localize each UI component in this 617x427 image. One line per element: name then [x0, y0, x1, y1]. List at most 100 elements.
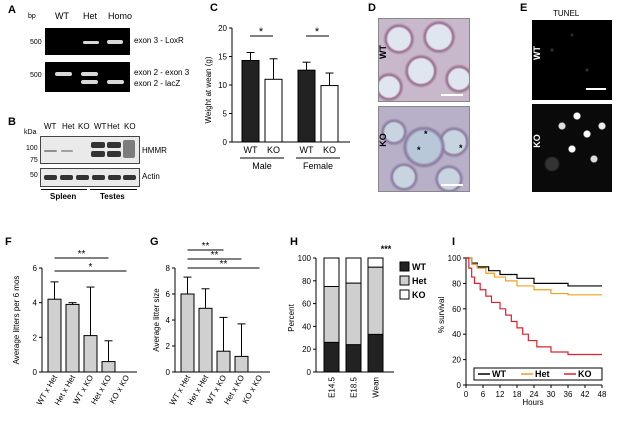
blot-band — [107, 151, 121, 157]
panel-h-ylabel: Percent — [287, 303, 296, 331]
panel-h-bar-segment — [345, 282, 362, 346]
panel-h-bar-segment — [367, 333, 384, 373]
panel-a-label: A — [8, 4, 16, 16]
panel-i-ylabel: % survival — [437, 297, 446, 334]
panel-h-bar-segment — [323, 286, 340, 343]
histology-star: * — [417, 145, 421, 155]
panel-g-bar — [216, 350, 231, 373]
panel-a-band-mid: exon 2 - exon 3 — [134, 68, 190, 77]
gel-band — [83, 41, 99, 44]
western-blot-hmmr — [40, 136, 140, 164]
panel-h-bar-segment — [323, 257, 340, 287]
panel-b-lane: KO — [124, 122, 136, 131]
panel-c-y-tick-label: 15 — [218, 53, 227, 62]
panel-h-y-tick-label: 80 — [302, 277, 311, 286]
panel-h-legend-swatch — [399, 289, 410, 300]
tissue-divider — [41, 189, 87, 190]
panel-i-label: I — [452, 236, 456, 248]
tissue-divider — [90, 189, 137, 190]
blot-band — [107, 142, 121, 148]
panel-a-band-bottom: exon 2 - lacZ — [134, 79, 181, 88]
panel-h-label: H — [290, 236, 298, 248]
panel-a-unit: bp — [28, 13, 36, 20]
panel-i-y-tick-label: 20 — [452, 356, 461, 365]
panel-b-label: B — [8, 116, 16, 128]
panel-i-y-tick-label: 0 — [457, 381, 462, 390]
panel-h-bar-segment — [323, 341, 340, 373]
panel-i-y-tick-label: 60 — [452, 305, 461, 314]
panel-f-sig-star: ** — [78, 249, 86, 260]
panel-h-chart: Percent 0 20 40 60 80 100 E14.5 E18.5 Wean WT He… — [287, 244, 427, 398]
panel-c-bar — [241, 59, 260, 143]
blot-band — [91, 151, 105, 157]
panel-a-marker-bottom: 500 — [30, 72, 42, 79]
panel-c-bar — [297, 69, 316, 143]
panel-i-x-tick-label: 6 — [481, 390, 486, 399]
blot-band — [123, 140, 135, 158]
scale-bar — [441, 184, 463, 186]
panel-b-unit: kDa — [24, 129, 37, 136]
panel-c-bar — [320, 85, 339, 143]
panel-b-lane: WT — [44, 122, 57, 131]
panel-h-bar-segment — [345, 344, 362, 373]
blot-band — [91, 142, 105, 148]
gel-band — [55, 72, 72, 76]
panel-i-chart: % survival Hours 0 20 40 60 80 100 0 6 12 18 24 30 3… — [437, 254, 607, 407]
histology-wt: WT — [378, 18, 470, 102]
panel-h-bar-segment — [367, 257, 384, 268]
blot-band — [108, 175, 121, 180]
blot-band — [44, 175, 57, 180]
panel-c-chart: Weight at wean (g) 0 5 10 15 20 WT KO WT KO Male… — [204, 24, 350, 171]
panel-f-chart: Average litters per 6 mos 0 2 4 6 WT x HetH… — [12, 249, 137, 407]
histology-ko: KO * * * — [378, 106, 470, 192]
tunel-ko-label: KO — [532, 134, 542, 148]
panel-g-sig-star: ** — [220, 259, 228, 270]
panel-g-y-tick-label: 6 — [166, 290, 171, 299]
western-blot-actin — [40, 168, 140, 187]
panel-h-bar-segment — [367, 266, 384, 335]
panel-h-legend: WT Het KO — [399, 261, 427, 300]
panel-f-y-tick-label: 6 — [33, 264, 38, 273]
panel-i-y-tick-label: 100 — [448, 254, 462, 263]
panel-b-marker-75: 75 — [30, 157, 38, 164]
blot-band — [92, 175, 105, 180]
panel-i-legend-box — [473, 367, 603, 381]
panel-c-label: C — [210, 2, 218, 14]
panel-b-marker-100: 100 — [26, 145, 38, 152]
panel-h-significance: *** — [381, 244, 392, 254]
panel-c-bar — [264, 78, 283, 143]
panel-b-lane: WT — [94, 122, 107, 131]
histology-star: * — [424, 129, 428, 139]
panel-i-legend-label: KO — [578, 369, 592, 379]
panel-f-axes: 0 2 4 6 — [33, 264, 137, 377]
blot-band — [44, 150, 57, 152]
panel-i-legend-label: Het — [535, 369, 550, 379]
panel-g-bar — [180, 293, 195, 373]
panel-h-y-tick-label: 20 — [302, 345, 311, 354]
panel-g-y-tick-label: 4 — [166, 316, 171, 325]
gel-band — [81, 80, 98, 84]
gel-bottom — [45, 62, 130, 92]
blot-band — [123, 175, 136, 180]
panel-b-marker-50: 50 — [30, 172, 38, 179]
panel-i-x-tick-label: 48 — [598, 390, 607, 399]
panel-i-x-tick-label: 24 — [530, 390, 539, 399]
panel-g-sig-star: ** — [211, 250, 219, 261]
panel-i-xlabel: Hours — [522, 398, 543, 407]
panel-f-y-tick-label: 4 — [33, 299, 38, 308]
panel-g-y-tick-label: 2 — [166, 342, 171, 351]
panel-f-ylabel: Average litters per 6 mos — [12, 276, 21, 365]
panel-i-lines — [466, 257, 602, 356]
panel-h-x-tick-label: E18.5 — [350, 376, 359, 397]
panel-f-label: F — [5, 236, 12, 248]
panel-h-legend-swatch — [399, 261, 410, 272]
histology-wt-label: WT — [378, 45, 388, 59]
panel-a-lane-homo: Homo — [108, 11, 133, 21]
tunel-ko: KO — [532, 104, 612, 192]
panel-f-bar — [101, 361, 116, 373]
panel-h-y-tick-label: 100 — [298, 254, 312, 263]
panel-i-legend-label: WT — [492, 369, 506, 379]
